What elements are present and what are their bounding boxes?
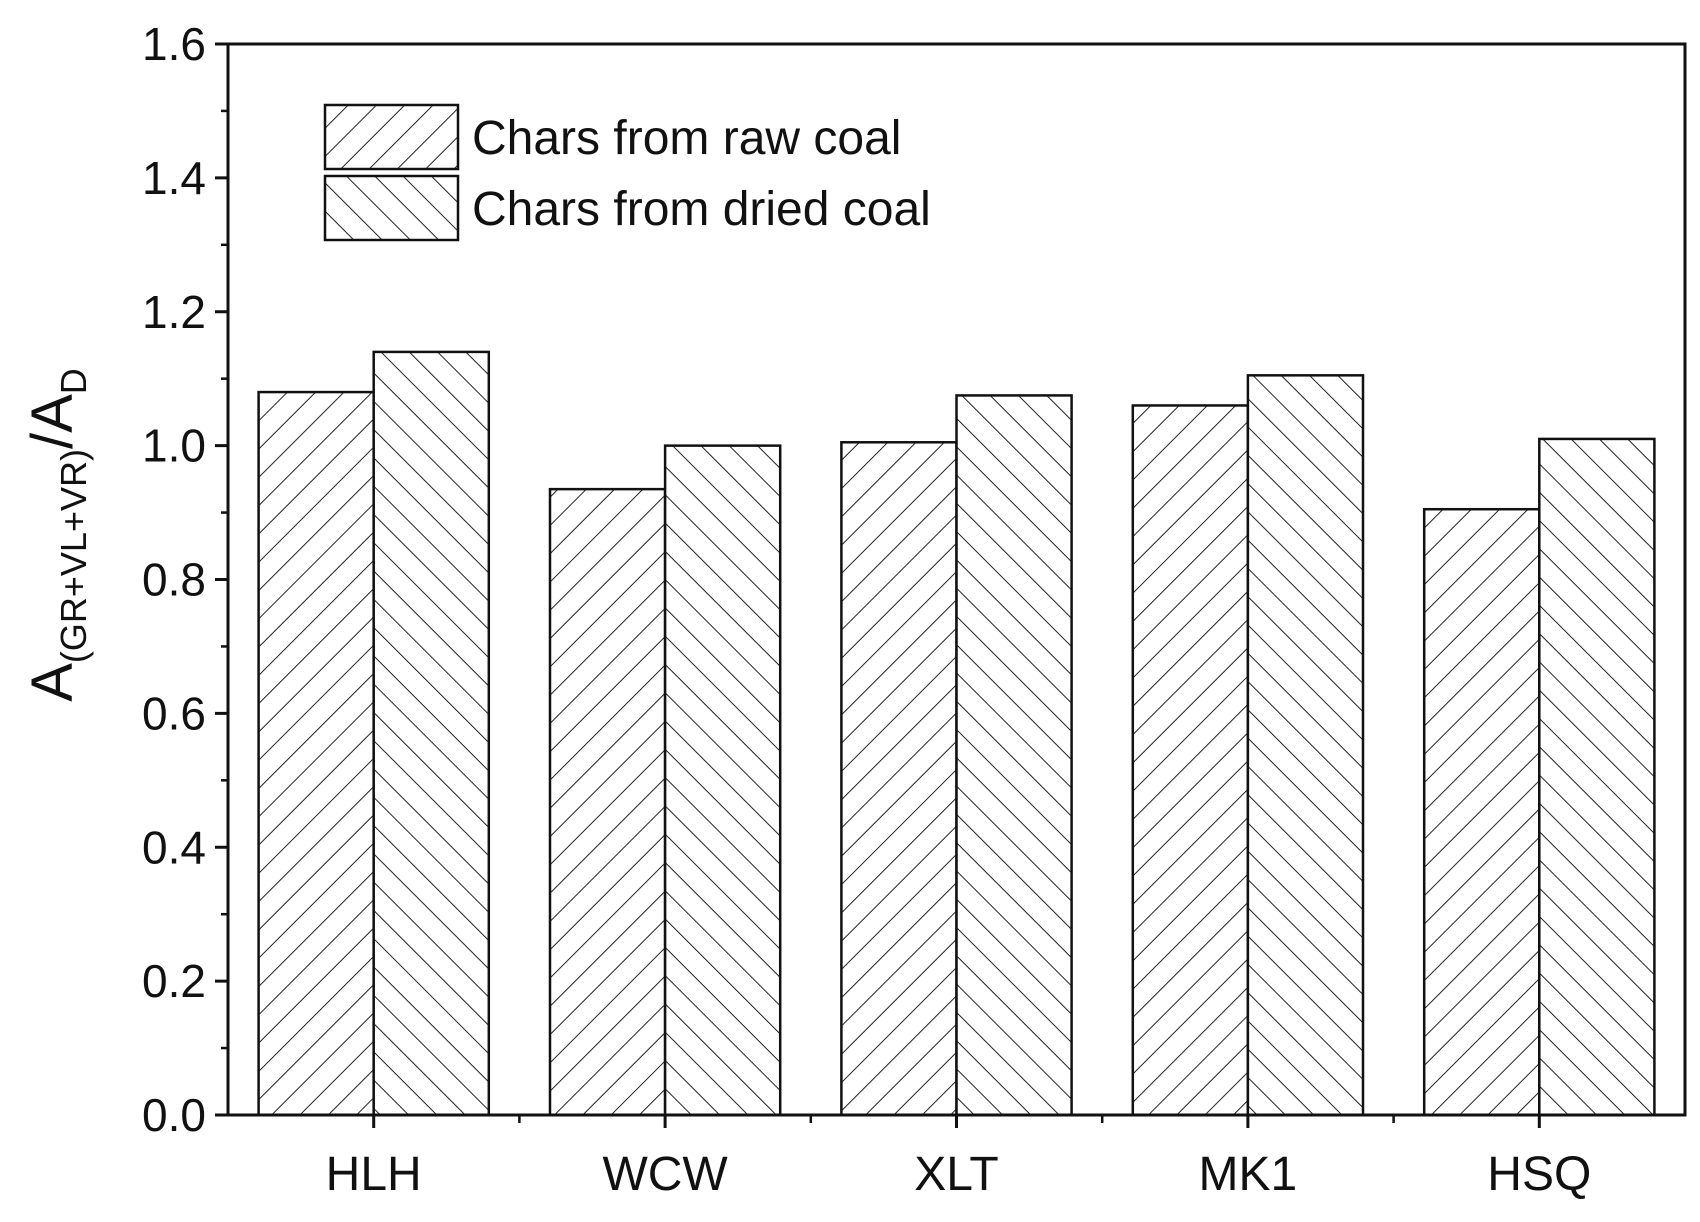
- bar-raw-hlh: [257, 390, 375, 1117]
- x-tick-label: XLT: [914, 1148, 998, 1201]
- bar-dried-hsq: [1538, 437, 1656, 1117]
- legend-label-dried: Chars from dried coal: [472, 183, 931, 236]
- y-axis-label: A(GR+VL+VR)/AD: [20, 368, 94, 702]
- bars: [257, 350, 1656, 1117]
- legend-label-raw: Chars from raw coal: [472, 112, 901, 165]
- bar-dried-hlh: [372, 350, 491, 1117]
- bar-raw-hsq: [1422, 507, 1541, 1117]
- x-tick-label: MK1: [1199, 1148, 1298, 1201]
- x-tick-label: HLH: [326, 1148, 422, 1201]
- y-tick-label: 0.2: [142, 955, 206, 1007]
- x-axis: HLH WCW XLT MK1 HSQ: [326, 1115, 1591, 1201]
- y-tick-label: 0.8: [142, 554, 206, 606]
- bar-dried-mk1: [1246, 374, 1365, 1117]
- y-axis-label-main: A: [20, 663, 85, 702]
- y-axis: 0.0 0.2 0.4 0.6 0.8 1.0 1.2 1.4 1.6: [142, 18, 228, 1141]
- y-tick-label: 1.4: [142, 152, 206, 204]
- y-tick-label: 1.2: [142, 286, 206, 338]
- bar-raw-wcw: [548, 487, 667, 1117]
- y-tick-label: 0.6: [142, 687, 206, 739]
- y-tick-label: 0.4: [142, 821, 206, 873]
- y-tick-label: 1.0: [142, 420, 206, 472]
- bar-raw-mk1: [1131, 404, 1250, 1117]
- y-axis-label-slash: /A: [20, 394, 85, 449]
- plot-frame: [226, 42, 1687, 1117]
- legend: Chars from raw coal Chars from dried coa…: [323, 103, 931, 242]
- legend-swatch-raw: [323, 103, 460, 171]
- y-axis-label-sub2: D: [53, 368, 94, 394]
- bar-dried-xlt: [955, 394, 1073, 1117]
- x-tick-label: WCW: [602, 1148, 728, 1201]
- y-tick-label: 1.6: [142, 18, 206, 70]
- x-tick-label: HSQ: [1487, 1148, 1591, 1201]
- bar-dried-wcw: [663, 444, 782, 1117]
- y-axis-label-sub: (GR+VL+VR): [53, 449, 94, 663]
- bar-raw-xlt: [840, 441, 958, 1117]
- legend-swatch-dried: [323, 174, 460, 242]
- y-tick-label: 0.0: [142, 1089, 206, 1141]
